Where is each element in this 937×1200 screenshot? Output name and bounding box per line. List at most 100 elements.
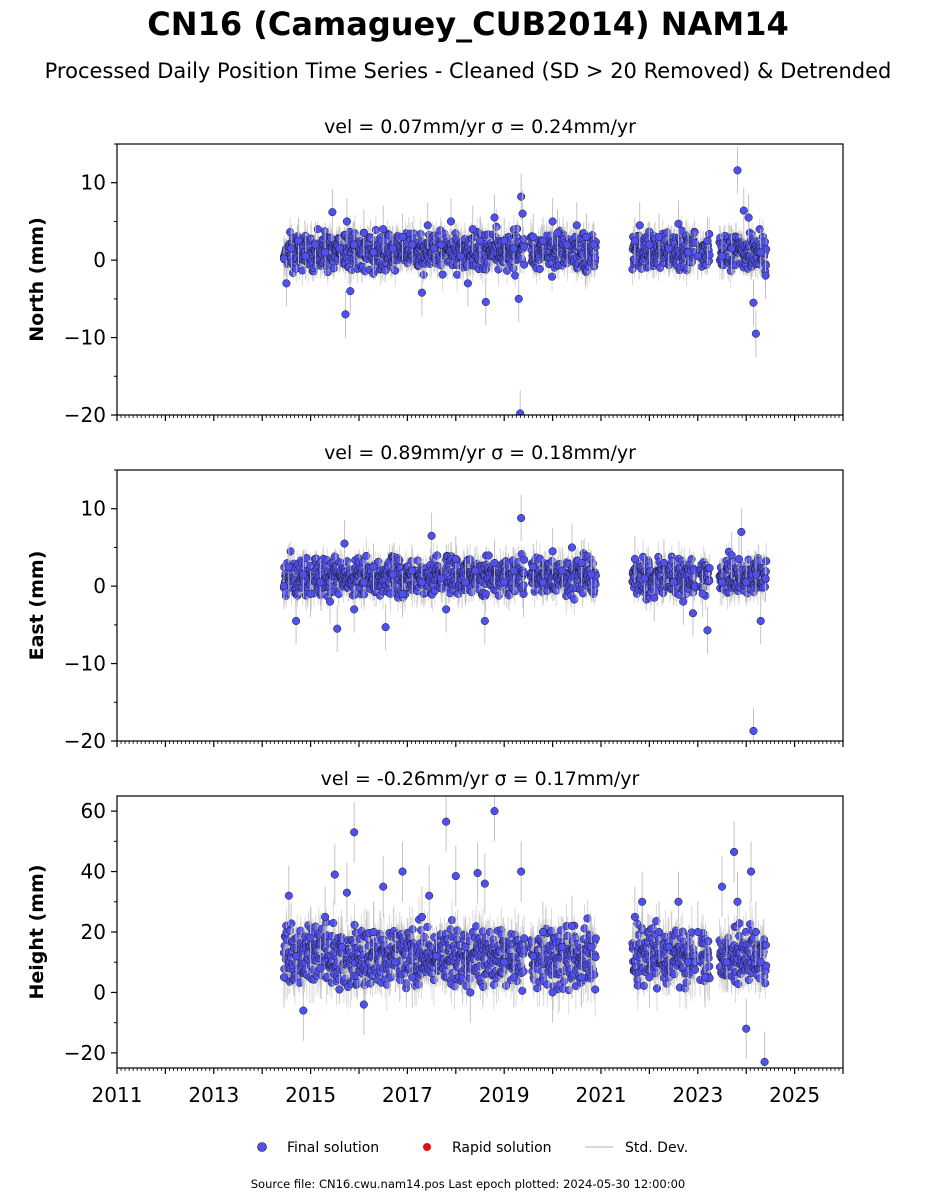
data-point	[463, 279, 472, 288]
data-point	[518, 209, 527, 218]
data-point	[419, 270, 428, 279]
data-point	[408, 240, 417, 249]
data-point	[294, 236, 303, 245]
data-point	[733, 166, 742, 175]
y-tick-label: 10	[81, 171, 106, 195]
data-point	[342, 217, 351, 226]
data-point	[705, 251, 714, 260]
data-point	[520, 555, 529, 564]
data-layer	[279, 494, 771, 741]
data-layer	[279, 147, 771, 415]
data-point	[379, 225, 388, 234]
data-point	[744, 213, 753, 222]
data-point	[346, 287, 355, 296]
y-tick-label: −10	[64, 326, 106, 350]
data-point	[509, 244, 518, 253]
data-point	[388, 244, 397, 253]
data-point	[749, 298, 758, 307]
data-point	[630, 236, 639, 245]
data-point	[417, 288, 426, 297]
data-point	[516, 409, 525, 415]
data-point	[572, 221, 581, 230]
data-point	[456, 252, 465, 261]
data-point	[674, 219, 683, 228]
data-point	[369, 248, 378, 257]
data-point	[301, 252, 310, 261]
chart-subtitle: Processed Daily Position Time Series - C…	[45, 59, 892, 83]
data-point	[511, 271, 520, 280]
data-point	[664, 244, 673, 253]
data-point	[500, 236, 509, 245]
y-tick-label: −20	[64, 403, 106, 427]
data-point	[484, 551, 493, 560]
data-point	[691, 238, 700, 247]
data-point	[635, 221, 644, 230]
panel-title: vel = 0.89mm/yr σ = 0.18mm/yr	[324, 442, 636, 464]
data-point	[398, 232, 407, 241]
data-point	[684, 248, 693, 257]
data-point	[437, 240, 446, 249]
data-point	[761, 271, 770, 280]
chart-title: CN16 (Camaguey_CUB2014) NAM14	[147, 5, 788, 43]
data-point	[481, 589, 490, 598]
panel-title: vel = 0.07mm/yr σ = 0.24mm/yr	[324, 116, 636, 138]
data-point	[645, 240, 654, 249]
y-tick-label: 0	[93, 248, 106, 272]
data-point	[529, 232, 538, 241]
data-point	[287, 244, 296, 253]
y-axis-label: North (mm)	[26, 217, 48, 342]
data-point	[703, 236, 712, 245]
data-point	[553, 228, 562, 238]
data-point	[328, 208, 337, 217]
data-point	[446, 217, 456, 226]
data-point	[468, 225, 477, 234]
data-point	[513, 224, 522, 233]
data-point	[286, 547, 295, 556]
data-point	[429, 244, 439, 253]
data-point	[520, 260, 529, 269]
data-point	[563, 240, 572, 249]
data-point	[655, 232, 664, 241]
data-point	[519, 242, 528, 251]
plot-frame	[116, 143, 844, 416]
y-axis-label: East (mm)	[26, 551, 48, 661]
data-point	[490, 213, 499, 222]
data-point	[359, 228, 368, 238]
data-point	[538, 236, 547, 245]
data-point	[362, 551, 371, 561]
data-point	[279, 254, 289, 263]
data-point	[693, 252, 702, 261]
data-point	[350, 240, 359, 249]
data-point	[517, 192, 526, 201]
data-point	[582, 232, 591, 241]
data-point	[329, 264, 339, 273]
data-point	[717, 252, 727, 261]
data-point	[548, 217, 557, 226]
data-point	[535, 264, 544, 274]
data-point	[755, 225, 764, 234]
data-point	[311, 240, 320, 249]
data-point	[548, 272, 557, 281]
data-point	[756, 248, 765, 257]
data-point	[475, 236, 485, 245]
data-point	[335, 244, 344, 253]
data-point	[751, 329, 760, 338]
data-point	[438, 270, 447, 279]
data-point	[760, 237, 769, 246]
data-point	[302, 554, 311, 563]
data-point	[705, 229, 714, 239]
data-point	[589, 240, 598, 249]
data-point	[739, 206, 748, 215]
data-point	[321, 248, 330, 257]
data-point	[514, 294, 523, 303]
data-point	[282, 279, 291, 288]
data-point	[727, 244, 736, 253]
data-point	[423, 221, 432, 230]
data-point	[341, 310, 350, 319]
data-point	[481, 297, 490, 307]
data-point	[570, 595, 579, 604]
